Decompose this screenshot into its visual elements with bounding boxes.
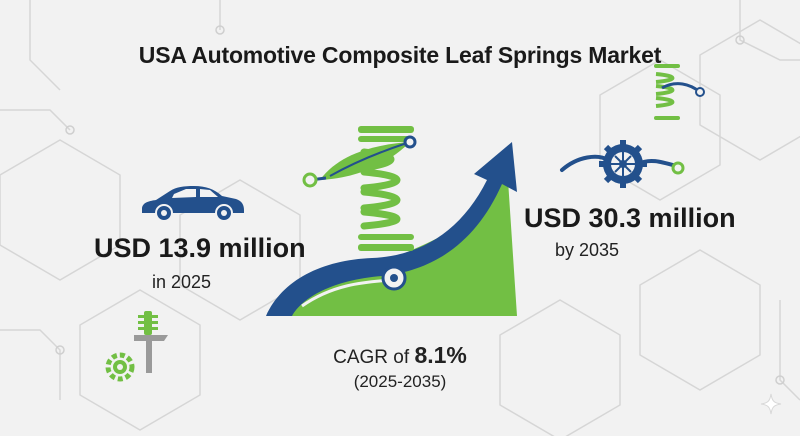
end-value-period: by 2035 <box>555 240 620 260</box>
leaf-spring-coil-icon <box>302 126 417 251</box>
cagr-prefix: CAGR of <box>333 347 415 368</box>
start-value-period: in 2025 <box>152 272 212 292</box>
page-title: USA Automotive Composite Leaf Springs Ma… <box>138 42 662 68</box>
cagr-range: (2025-2035) <box>353 372 447 391</box>
start-value-amount: USD 13.9 million <box>94 233 306 263</box>
growth-arrow-icon <box>266 142 517 316</box>
small-spring-icon <box>654 64 705 120</box>
car-icon <box>142 186 244 222</box>
sparkle-icon <box>760 393 782 415</box>
cagr-value: 8.1% <box>414 342 467 368</box>
cagr-label: CAGR of 8.1% <box>0 342 800 369</box>
gear-icon <box>560 140 685 188</box>
end-value-amount: USD 30.3 million <box>524 203 736 233</box>
spring-mount-icon <box>105 311 168 382</box>
